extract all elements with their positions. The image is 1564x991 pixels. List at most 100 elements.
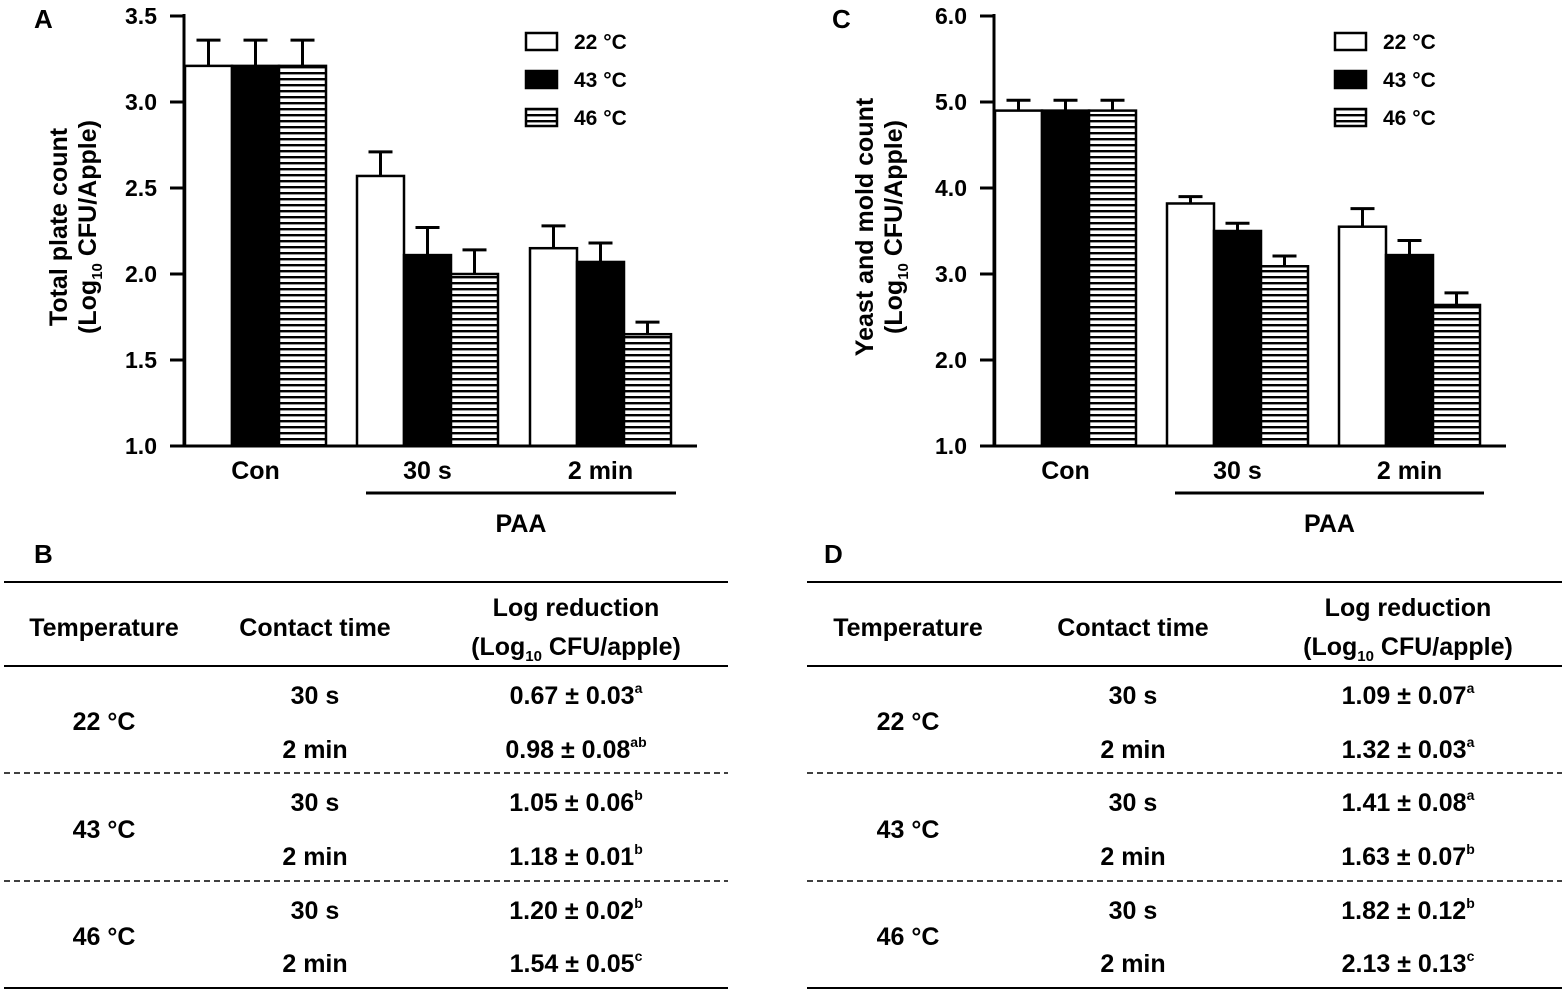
cell-value: 1.20 ± 0.02 — [509, 897, 634, 925]
group-label: PAA — [1304, 510, 1355, 538]
y-tick-label: 1.5 — [125, 347, 157, 373]
cell-contact-time: 2 min — [282, 843, 347, 871]
header-unit-suffix: CFU/apple) — [542, 633, 681, 661]
cell-superscript: b — [634, 895, 643, 911]
bar — [277, 64, 328, 448]
legend-label: 22 °C — [574, 31, 627, 54]
bar — [355, 174, 406, 448]
bar — [183, 64, 234, 448]
x-tick-label: 30 s — [1213, 457, 1262, 485]
bar-chart-A: A 1.0 1.5 2.0 2.5 3.0 3.5 Con 30 s 2 min PAA Total … — [34, 3, 697, 538]
cell-temperature: 22 °C — [877, 708, 940, 736]
cell-contact-time: 2 min — [1100, 950, 1165, 978]
cell-contact-time: 2 min — [282, 950, 347, 978]
y-label-prefix: (Log — [880, 280, 908, 334]
x-tick-label: 30 s — [403, 457, 452, 485]
header-unit-prefix: (Log — [471, 633, 525, 661]
bar — [1337, 225, 1388, 448]
cell-superscript: a — [1467, 787, 1475, 803]
cell-temperature: 46 °C — [73, 923, 136, 951]
cell-superscript: b — [1466, 895, 1475, 911]
y-axis-label-line2: (Log10 CFU/Apple) — [74, 120, 106, 334]
legend-swatch — [524, 107, 559, 128]
legend-swatch — [524, 31, 559, 52]
x-tick-label: Con — [1041, 457, 1090, 485]
cell-value: 1.54 ± 0.05 — [510, 950, 635, 978]
y-label-suffix: CFU/Apple) — [880, 120, 908, 263]
bar — [1087, 109, 1138, 448]
cell-log-reduction: 1.63 ± 0.07b — [1341, 841, 1475, 871]
cell-log-reduction: 0.67 ± 0.03a — [510, 680, 643, 710]
cell-contact-time: 2 min — [1100, 736, 1165, 764]
header-log-unit: (Log10 CFU/apple) — [471, 633, 681, 665]
y-tick-label: 4.0 — [935, 175, 967, 201]
cell-superscript: b — [634, 787, 643, 803]
y-tick-label: 2.0 — [125, 261, 157, 287]
cell-temperature: 22 °C — [73, 708, 136, 736]
table-D: D Temperature Contact time Log reduction (Lo… — [807, 539, 1562, 989]
cell-log-reduction: 2.13 ± 0.13c — [1342, 948, 1475, 978]
cell-log-reduction: 1.05 ± 0.06b — [509, 787, 643, 817]
y-tick-label: 6.0 — [935, 3, 967, 29]
y-label-subscript: 10 — [895, 263, 912, 280]
legend-swatch — [1333, 107, 1368, 128]
bar — [575, 260, 626, 448]
bar — [449, 272, 500, 448]
y-tick-label: 2.5 — [125, 175, 157, 201]
cell-value: 1.82 ± 0.12 — [1341, 897, 1466, 925]
header-log-reduction: Log reduction — [493, 594, 660, 622]
y-axis-label: Total plate count (Log10 CFU/Apple) — [45, 120, 106, 334]
bar — [622, 332, 673, 448]
header-unit-prefix: (Log — [1303, 633, 1357, 661]
table-B: B Temperature Contact time Log reduction (Lo… — [4, 539, 728, 989]
legend: 22 °C 43 °C 46 °C — [1333, 31, 1436, 130]
y-label-subscript: 10 — [89, 263, 106, 280]
bar-chart-C: C 1.0 2.0 3.0 4.0 5.0 6.0 Con 30 s 2 min PAA Yeast … — [832, 3, 1506, 538]
cell-contact-time: 30 s — [291, 682, 340, 710]
panel-letter-C: C — [832, 4, 851, 34]
group-label: PAA — [496, 510, 547, 538]
panel-letter-D: D — [824, 539, 843, 569]
cell-contact-time: 30 s — [1109, 789, 1158, 817]
cell-value: 2.13 ± 0.13 — [1342, 950, 1467, 978]
cell-contact-time: 30 s — [1109, 682, 1158, 710]
panel-letter-B: B — [34, 539, 53, 569]
header-unit-suffix: CFU/apple) — [1374, 633, 1513, 661]
header-unit-subscript: 10 — [525, 648, 542, 665]
bar — [1040, 109, 1091, 448]
header-log-reduction: Log reduction — [1325, 594, 1492, 622]
header-contact-time: Contact time — [239, 614, 391, 642]
cell-value: 1.63 ± 0.07 — [1341, 843, 1466, 871]
cell-log-reduction: 1.18 ± 0.01b — [509, 841, 643, 871]
header-temperature: Temperature — [29, 614, 179, 642]
y-tick-label: 1.0 — [935, 433, 967, 459]
y-label-prefix: (Log — [74, 280, 102, 334]
x-tick-label: 2 min — [1377, 457, 1442, 485]
header-log-unit: (Log10 CFU/apple) — [1303, 633, 1513, 665]
bar — [1212, 229, 1263, 448]
cell-contact-time: 2 min — [1100, 843, 1165, 871]
cell-temperature: 46 °C — [877, 923, 940, 951]
cell-log-reduction: 1.41 ± 0.08a — [1342, 787, 1475, 817]
cell-contact-time: 30 s — [1109, 897, 1158, 925]
legend-swatch — [1333, 69, 1368, 90]
cell-value: 0.98 ± 0.08 — [505, 736, 630, 764]
cell-log-reduction: 1.32 ± 0.03a — [1342, 734, 1475, 764]
cell-temperature: 43 °C — [877, 816, 940, 844]
bar — [1431, 303, 1482, 448]
y-label-suffix: CFU/Apple) — [74, 120, 102, 263]
bar — [1259, 265, 1310, 448]
cell-log-reduction: 1.82 ± 0.12b — [1341, 895, 1475, 925]
legend-label: 46 °C — [1383, 107, 1436, 130]
cell-log-reduction: 0.98 ± 0.08ab — [505, 734, 646, 764]
cell-value: 1.41 ± 0.08 — [1342, 789, 1467, 817]
legend-label: 22 °C — [1383, 31, 1436, 54]
header-unit-subscript: 10 — [1357, 648, 1374, 665]
cell-superscript: ab — [630, 734, 646, 750]
cell-log-reduction: 1.09 ± 0.07a — [1342, 680, 1475, 710]
cell-log-reduction: 1.54 ± 0.05c — [510, 948, 643, 978]
y-tick-label: 1.0 — [125, 433, 157, 459]
cell-value: 1.09 ± 0.07 — [1342, 682, 1467, 710]
cell-value: 0.67 ± 0.03 — [510, 682, 635, 710]
